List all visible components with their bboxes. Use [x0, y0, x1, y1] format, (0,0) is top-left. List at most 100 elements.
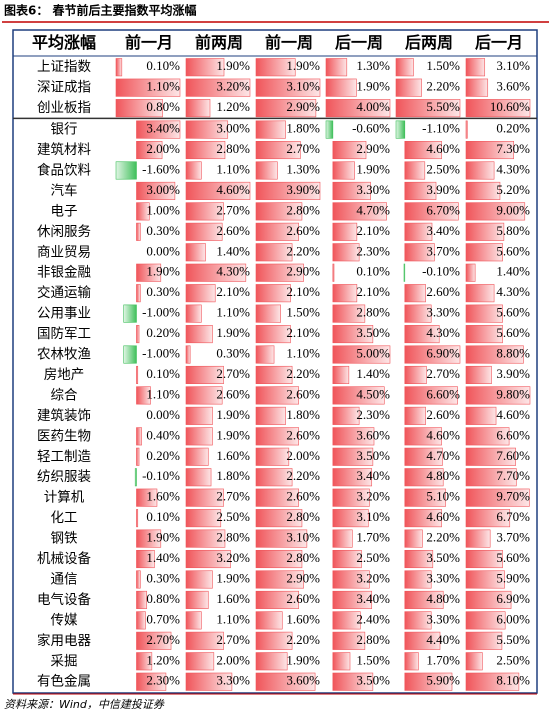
row-name: 非银金融	[37, 265, 91, 281]
cell-value: 2.60%	[216, 223, 250, 238]
data-bar	[465, 447, 516, 466]
cell-value: -0.10%	[142, 468, 180, 483]
cell-value: 6.70%	[496, 509, 530, 524]
cell-value: 6.60%	[496, 427, 530, 442]
data-bar	[332, 529, 353, 548]
cell-value: 1.20%	[216, 99, 250, 114]
cell-value: 2.90%	[286, 99, 320, 114]
cell-value: 1.50%	[426, 58, 460, 73]
cell-value: 3.50%	[356, 448, 390, 463]
cell-value: 1.60%	[286, 611, 320, 626]
data-bar	[136, 325, 140, 344]
cell-value: 0.80%	[146, 99, 180, 114]
cell-value: 2.70%	[216, 632, 250, 647]
cell-value: 7.60%	[496, 448, 530, 463]
cell-value: 3.40%	[146, 121, 180, 136]
data-bar	[185, 365, 224, 385]
data-bar	[185, 222, 223, 241]
data-bar	[332, 202, 387, 221]
data-bar	[404, 304, 432, 323]
cell-value: -1.10%	[422, 121, 460, 136]
data-bar	[465, 181, 501, 200]
cell-value: 2.50%	[356, 550, 390, 565]
data-bar	[404, 652, 419, 671]
cell-value: 1.90%	[286, 58, 320, 73]
cell-value: 6.90%	[426, 346, 460, 361]
data-bar	[255, 672, 316, 691]
row-name: 有色金属	[37, 673, 91, 690]
data-bar	[123, 304, 137, 323]
data-bar	[136, 590, 148, 609]
cell-value: 2.80%	[356, 632, 390, 647]
data-bar	[136, 652, 153, 671]
data-bar	[465, 509, 511, 528]
data-bar	[136, 284, 141, 303]
cell-value: 0.80%	[146, 591, 180, 606]
cell-value: 3.30%	[426, 570, 460, 585]
header-cell: 后两周	[405, 33, 453, 52]
row-name: 公用事业	[37, 306, 91, 322]
data-bar	[332, 325, 374, 344]
data-bar	[404, 202, 459, 221]
cell-value: 2.70%	[146, 632, 180, 647]
data-bar	[332, 365, 350, 385]
cell-value: 2.90%	[286, 570, 320, 585]
row-name: 银行	[51, 122, 78, 138]
data-bar	[465, 222, 505, 241]
cell-value: 2.10%	[356, 284, 390, 299]
data-bar	[465, 468, 517, 487]
cell-value: 3.20%	[356, 489, 390, 504]
data-bar	[185, 549, 231, 569]
data-bar	[325, 120, 334, 139]
cell-value: 4.80%	[426, 591, 460, 606]
data-bar	[136, 570, 141, 589]
cell-value: 0.30%	[216, 346, 250, 361]
data-bar	[465, 365, 492, 385]
cell-value: 3.10%	[496, 58, 530, 73]
cell-value: 5.80%	[496, 223, 530, 238]
data-bar	[395, 58, 414, 77]
cell-value: 2.00%	[146, 141, 180, 156]
cell-value: 9.00%	[496, 202, 530, 217]
data-bar	[465, 488, 530, 507]
cell-value: 2.30%	[356, 243, 390, 258]
data-bar	[465, 549, 503, 569]
cell-value: 0.30%	[146, 223, 180, 238]
data-bar	[332, 652, 351, 671]
cell-value: 1.80%	[286, 121, 320, 136]
cell-value: 2.90%	[286, 264, 320, 279]
cell-value: 6.90%	[496, 591, 530, 606]
data-bar	[136, 509, 139, 528]
cell-value: 3.10%	[286, 530, 320, 545]
cell-value: 3.10%	[286, 79, 320, 94]
cell-value: 1.90%	[286, 652, 320, 667]
data-bar	[395, 120, 406, 139]
cell-value: 1.60%	[216, 448, 250, 463]
cell-value: 4.30%	[216, 264, 250, 279]
data-bar	[185, 488, 224, 507]
cell-value: -1.00%	[142, 305, 180, 320]
cell-value: 3.60%	[356, 427, 390, 442]
data-bar	[255, 529, 308, 548]
cell-value: 1.90%	[146, 264, 180, 279]
data-bar	[395, 99, 461, 118]
data-bar	[255, 427, 299, 446]
cell-value: 2.90%	[356, 141, 390, 156]
data-bar	[465, 406, 497, 425]
data-bar	[255, 447, 290, 466]
data-bar	[465, 284, 495, 303]
data-bar	[255, 386, 299, 405]
data-bar	[465, 243, 503, 262]
data-bar	[185, 570, 213, 589]
cell-value: 2.20%	[426, 530, 460, 545]
data-bar	[395, 78, 422, 97]
data-bar	[255, 161, 278, 180]
data-bar	[332, 345, 391, 364]
cell-value: 6.00%	[496, 611, 530, 626]
data-bar	[255, 181, 321, 200]
data-bar	[136, 202, 150, 221]
cell-value: 2.70%	[426, 366, 460, 381]
cell-value: 1.40%	[496, 264, 530, 279]
cell-value: 2.70%	[286, 141, 320, 156]
data-bar	[465, 304, 503, 323]
